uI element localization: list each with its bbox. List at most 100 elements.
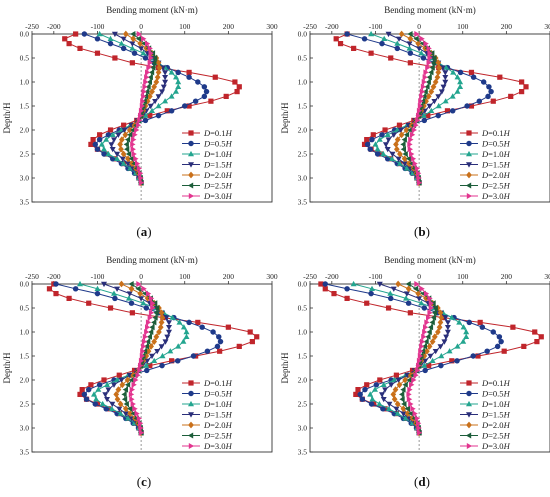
data-point xyxy=(488,88,494,95)
data-point xyxy=(468,69,475,75)
data-point xyxy=(392,386,399,393)
data-point xyxy=(145,290,152,297)
data-point xyxy=(401,155,408,163)
data-point xyxy=(444,108,451,114)
data-point xyxy=(376,281,383,288)
data-point xyxy=(432,349,439,355)
data-point xyxy=(490,98,496,104)
data-point xyxy=(426,45,432,52)
data-point xyxy=(421,305,428,311)
y-tick-label: 1.0 xyxy=(298,78,308,87)
data-point xyxy=(385,305,392,311)
data-point xyxy=(232,79,238,85)
data-point xyxy=(77,45,83,51)
data-point xyxy=(130,401,136,407)
y-tick-label: 0.5 xyxy=(298,54,308,63)
data-point xyxy=(333,36,339,42)
data-point xyxy=(390,391,397,398)
data-point xyxy=(119,136,125,143)
data-point xyxy=(152,314,158,321)
data-point xyxy=(449,93,456,99)
data-point xyxy=(136,281,142,287)
legend-marker xyxy=(466,162,472,168)
data-point xyxy=(407,146,413,153)
x-axis-title: Bending moment (kN·m) xyxy=(106,255,198,265)
data-point xyxy=(122,411,129,417)
data-point xyxy=(108,405,115,411)
data-point xyxy=(121,396,128,403)
legend-marker xyxy=(466,380,472,386)
data-point xyxy=(114,286,121,292)
data-point xyxy=(151,319,157,326)
data-point xyxy=(385,137,392,143)
legend-marker xyxy=(466,193,473,199)
data-point xyxy=(97,132,103,138)
data-point xyxy=(407,31,413,37)
data-point xyxy=(468,103,475,109)
data-point xyxy=(401,161,408,167)
data-point xyxy=(138,107,145,114)
data-point xyxy=(421,117,428,124)
data-point xyxy=(436,323,443,331)
data-point xyxy=(123,401,129,407)
data-point xyxy=(120,45,127,52)
y-tick-label: 0.0 xyxy=(20,280,30,289)
data-point xyxy=(407,60,413,66)
data-point xyxy=(158,309,165,317)
data-point xyxy=(168,108,175,114)
data-point xyxy=(449,358,455,364)
data-point xyxy=(116,406,123,412)
data-point xyxy=(208,98,214,104)
data-point xyxy=(151,83,157,91)
data-point xyxy=(105,132,112,138)
data-point xyxy=(367,146,373,152)
data-point xyxy=(442,79,449,86)
data-point xyxy=(521,343,527,349)
data-point xyxy=(142,112,149,118)
data-point xyxy=(183,328,190,335)
data-point xyxy=(454,343,461,349)
data-point xyxy=(168,93,175,99)
data-point xyxy=(386,405,392,411)
x-tick-label: -100 xyxy=(369,22,383,31)
data-point xyxy=(438,352,445,359)
data-point xyxy=(96,30,103,37)
data-point xyxy=(519,89,525,95)
data-point xyxy=(382,127,388,133)
data-point xyxy=(94,36,101,42)
data-point xyxy=(86,300,92,306)
data-point xyxy=(104,381,110,387)
x-tick-label: 0 xyxy=(139,22,143,31)
data-point xyxy=(195,79,201,85)
data-point xyxy=(425,93,432,100)
data-point xyxy=(88,141,94,147)
data-point xyxy=(402,381,408,388)
data-point xyxy=(423,40,429,47)
data-point xyxy=(393,141,399,148)
data-point xyxy=(416,429,423,436)
data-point xyxy=(409,131,416,138)
data-point xyxy=(466,319,473,326)
data-point xyxy=(127,131,133,138)
data-point xyxy=(454,88,461,94)
data-point xyxy=(162,75,169,81)
data-point xyxy=(114,376,121,383)
data-point xyxy=(409,381,415,388)
y-tick-label: 2.5 xyxy=(298,400,308,409)
data-point xyxy=(77,391,83,397)
data-point xyxy=(141,93,147,100)
data-point xyxy=(180,324,187,330)
data-point xyxy=(127,405,133,412)
data-point xyxy=(125,415,131,421)
plot-frame xyxy=(309,283,550,453)
data-point xyxy=(116,372,122,378)
data-point xyxy=(378,151,384,157)
data-point xyxy=(93,396,100,402)
data-point xyxy=(102,392,109,398)
data-point xyxy=(111,137,117,143)
legend-marker xyxy=(466,400,472,407)
legend-marker xyxy=(188,412,194,418)
data-point xyxy=(169,358,175,364)
data-point xyxy=(142,55,149,61)
data-point xyxy=(460,338,467,344)
